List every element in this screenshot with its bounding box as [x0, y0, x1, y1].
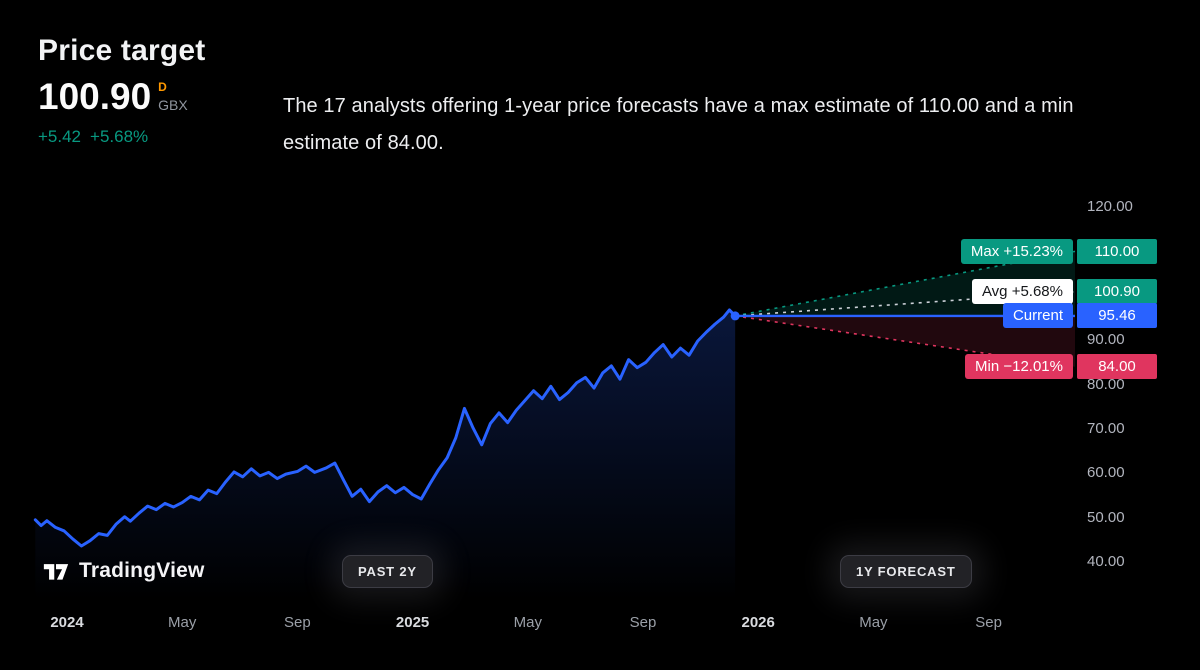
tradingview-logo-text: TradingView: [79, 559, 205, 582]
change-row: +5.42 +5.68%: [38, 127, 205, 147]
forecast-fan-down: [735, 315, 1075, 367]
currency-label: GBX: [158, 97, 188, 113]
interval-marker: D: [158, 80, 167, 94]
price-history-area: [35, 309, 736, 600]
page-title: Price target: [38, 34, 206, 67]
change-percent: +5.68%: [90, 127, 149, 146]
header: Price target 100.90 D GBX +5.42 +5.68%: [38, 34, 205, 147]
forecast-line-min: [735, 315, 1076, 368]
forecast-line-avg: [735, 290, 1076, 317]
change-absolute: +5.42: [38, 127, 82, 146]
tradingview-logo[interactable]: TradingView: [42, 558, 205, 584]
current-price-dot: [730, 311, 740, 321]
1y-forecast-button[interactable]: 1Y FORECAST: [840, 555, 972, 588]
price-meta: D GBX: [158, 78, 188, 113]
target-price-value: 100.90: [38, 76, 152, 117]
past-2y-button[interactable]: PAST 2Y: [342, 555, 433, 588]
price-history-line: [33, 308, 737, 548]
forecast-description: The 17 analysts offering 1-year price fo…: [283, 95, 1074, 154]
forecast-fan-up: [735, 251, 1075, 316]
tradingview-logo-icon: [43, 564, 69, 580]
price-row: 100.90 D GBX: [38, 78, 205, 115]
